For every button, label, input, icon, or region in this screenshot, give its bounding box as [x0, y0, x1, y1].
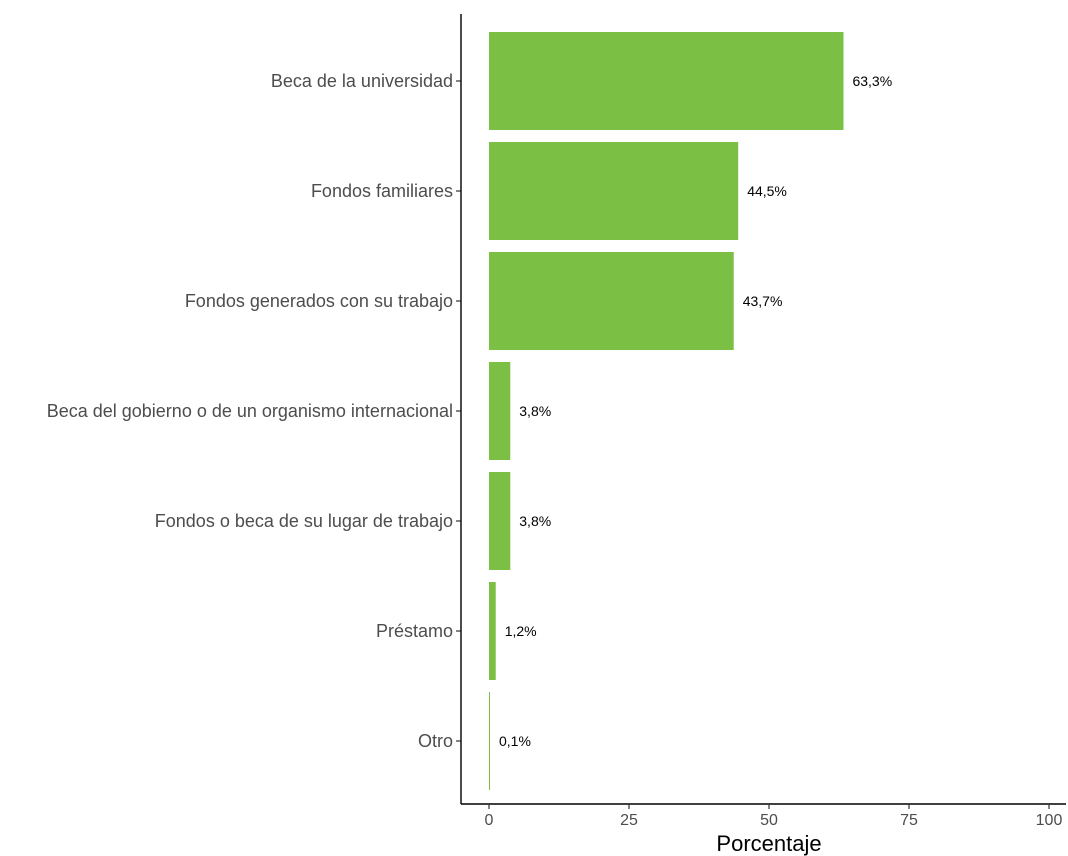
category-labels: Beca de la universidad Fondos familiares F… — [47, 71, 453, 751]
category-label: Fondos generados con su trabajo — [185, 291, 453, 311]
data-label: 3,8% — [519, 513, 551, 529]
x-tick-label: 25 — [620, 812, 638, 829]
bar — [489, 472, 511, 570]
bar — [489, 582, 496, 680]
x-tick-label: 0 — [485, 812, 494, 829]
bar — [489, 32, 844, 130]
x-tick-label: 75 — [900, 812, 918, 829]
x-tick-label: 50 — [760, 812, 778, 829]
axes — [456, 14, 1066, 805]
category-label: Préstamo — [376, 621, 453, 641]
data-label: 3,8% — [519, 403, 551, 419]
category-label: Beca del gobierno o de un organismo inte… — [47, 401, 453, 421]
category-label: Fondos o beca de su lugar de trabajo — [155, 511, 453, 531]
category-label: Beca de la universidad — [271, 71, 453, 91]
bar — [489, 692, 490, 790]
data-labels: 63,3% 44,5% 43,7% 3,8% 3,8% 1,2% 0,1% — [499, 73, 892, 749]
data-label: 0,1% — [499, 733, 531, 749]
x-tick-label: 100 — [1036, 812, 1063, 829]
data-label: 63,3% — [852, 73, 892, 89]
data-label: 44,5% — [747, 183, 787, 199]
data-label: 43,7% — [743, 293, 783, 309]
data-label: 1,2% — [505, 623, 537, 639]
x-axis-title: Porcentaje — [716, 831, 821, 856]
category-label: Otro — [418, 731, 453, 751]
bar — [489, 362, 511, 460]
bar — [489, 252, 734, 350]
bars-layer — [489, 32, 844, 790]
bar — [489, 142, 739, 240]
category-label: Fondos familiares — [311, 181, 453, 201]
x-axis-ticks: 0 25 50 75 100 — [485, 804, 1063, 829]
